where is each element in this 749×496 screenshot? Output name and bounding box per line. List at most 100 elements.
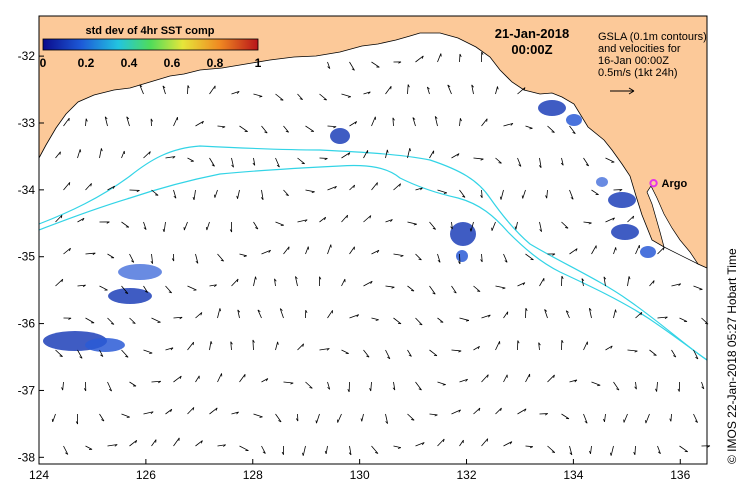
velocity-arrow [437,53,442,63]
velocity-arrow [539,413,548,416]
velocity-arrow [297,157,305,165]
credit-text: © IMOS 22-Jan-2018 05:27 Hobart Time [725,248,739,464]
velocity-arrow [591,189,599,196]
velocity-arrow [437,253,441,263]
velocity-arrow [393,253,404,257]
velocity-arrow [434,116,438,127]
velocity-arrow [319,157,328,161]
velocity-arrow [187,407,195,415]
velocity-arrow [583,341,588,351]
velocity-arrow [252,157,256,166]
velocity-arrow [99,221,110,224]
velocity-arrow [217,373,223,383]
velocity-arrow [327,310,333,319]
velocity-arrow [63,445,69,455]
velocity-arrow [495,86,499,95]
colorbar-label: 0.8 [207,56,224,70]
colorbar [42,38,259,51]
y-tick-label: -35 [18,250,36,264]
velocity-arrow [347,381,350,393]
velocity-arrow [469,221,474,232]
x-tick-label: 128 [243,468,263,482]
velocity-arrow [327,185,337,191]
velocity-arrow [693,413,698,423]
velocity-arrow [104,116,108,127]
velocity-arrow [407,148,411,159]
velocity-arrow [121,221,130,228]
velocity-arrow [657,247,665,255]
velocity-arrow [480,189,483,198]
velocity-arrow [561,339,564,351]
velocity-arrow [151,317,161,323]
velocity-arrow [525,373,531,383]
velocity-arrow [302,445,306,456]
velocity-arrow [605,157,615,163]
velocity-arrow [99,413,105,422]
colorbar-label: 0.2 [78,56,95,70]
velocity-arrow [371,61,380,68]
velocity-arrow [514,221,518,230]
velocity-arrow [337,413,342,423]
velocity-arrow [545,189,548,199]
velocity-arrow [143,411,154,415]
velocity-arrow [261,249,271,255]
velocity-arrow [649,349,657,356]
velocity-arrow [253,221,259,230]
velocity-arrow [569,248,578,255]
velocity-arrow [495,341,501,351]
velocity-arrow [85,118,88,127]
x-tick-label: 136 [670,468,690,482]
velocity-arrow [503,253,508,263]
colorbar-label: 0 [40,56,47,70]
velocity-arrow [171,253,175,262]
velocity-arrow [319,276,322,287]
velocity-arrow [525,253,534,261]
colorbar-label: 0.6 [164,56,181,70]
velocity-arrow [173,437,180,447]
y-tick-label: -33 [18,116,36,130]
y-tick-label: -38 [18,450,36,464]
velocity-arrow [547,253,556,256]
velocity-arrow [327,381,331,390]
velocity-arrow [701,317,709,325]
velocity-arrow [121,413,130,418]
velocity-arrow [305,381,313,389]
velocity-arrow [437,189,447,194]
info-line: GSLA (0.1m contours) [598,31,707,43]
velocity-arrow [283,189,289,197]
velocity-arrow [657,316,668,320]
velocity-arrow [126,116,130,127]
velocity-arrow [503,311,509,319]
velocity-arrow [407,221,417,226]
velocity-arrow [481,438,489,447]
velocity-arrow [429,150,435,159]
velocity-arrow [525,125,533,130]
velocity-arrow [583,157,590,167]
velocity-arrow [459,189,466,198]
velocity-arrow [341,278,346,287]
velocity-arrow [458,253,461,265]
velocity-arrow [173,116,179,127]
velocity-arrow [407,413,415,421]
colorbar-title: std dev of 4hr SST comp [86,25,215,37]
gulf-inlet [646,185,700,265]
y-tick-label: -37 [18,383,36,397]
velocity-arrow [239,125,248,133]
velocity-arrow [525,307,528,319]
velocity-arrow [560,157,564,166]
velocity-arrow [679,317,688,323]
velocity-arrow [187,285,197,291]
velocity-arrow [151,189,159,196]
velocity-arrow [209,157,215,167]
sst-patches [43,100,656,352]
velocity-arrow [407,349,412,357]
velocity-arrow [473,157,484,161]
argo-dot [649,178,658,188]
velocity-arrow [261,445,266,454]
velocity-arrow [195,253,199,264]
velocity-arrow [305,189,315,194]
velocity-arrow [495,407,502,415]
velocity-arrow [319,93,327,101]
velocity-arrow [217,444,226,447]
